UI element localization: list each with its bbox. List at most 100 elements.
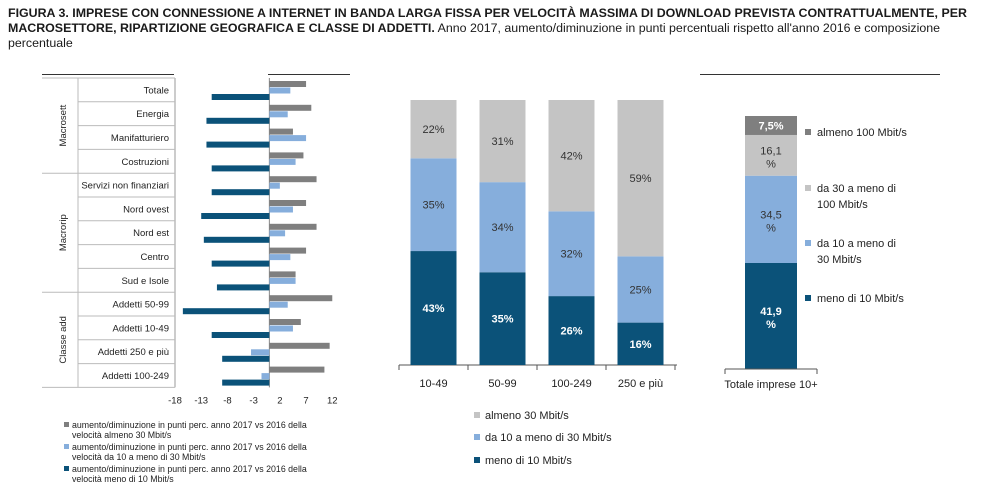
total-legend-label: 30 Mbit/s: [817, 254, 862, 266]
legend-label-cont: velocità almeno 30 Mbit/s: [72, 430, 172, 440]
stacked-bar-segment: [548, 211, 595, 297]
bar-10to30: [261, 373, 270, 380]
total-segment-unit: %: [766, 158, 776, 170]
legend-label: da 10 a meno di 30 Mbit/s: [485, 432, 612, 444]
bar-under10: [211, 94, 270, 100]
segment-value-label: 16%: [629, 339, 651, 351]
total-segment-value: 7,5%: [758, 120, 783, 132]
delta-bar-chart: Macrosett Macrorip Classe add Totale Energia…: [42, 77, 338, 484]
total-segment-unit: %: [766, 222, 776, 234]
segment-value-label: 32%: [560, 249, 582, 261]
segment-value-label: 35%: [422, 200, 444, 212]
stacked-bar-segment: [479, 100, 526, 183]
x-tick-label: 2: [277, 395, 282, 406]
segment-value-label: 59%: [629, 173, 651, 185]
group-label: Macrorip: [58, 214, 69, 251]
segment-value-label: 34%: [491, 222, 513, 234]
figure-title-bold: FIGURA 3. IMPRESE CON CONNESSIONE A INTE…: [8, 6, 967, 35]
bar-under10: [211, 332, 270, 338]
category-label: Manifatturiero: [111, 133, 169, 144]
bar-10to30: [251, 349, 270, 356]
category-label: Totale: [144, 85, 169, 96]
bar-under10: [203, 236, 270, 243]
rule-left-2: [268, 74, 350, 75]
bar-30plus: [269, 223, 317, 230]
x-tick-label: 7: [303, 395, 308, 406]
bar-under10: [211, 189, 270, 196]
bar-10to30: [269, 182, 280, 189]
bar-10to30: [269, 135, 307, 142]
x-category-label: 250 e più: [618, 378, 663, 390]
bar-under10: [182, 308, 270, 315]
stacked-bar-segment: [410, 158, 457, 252]
legend-label: almeno 30 Mbit/s: [485, 410, 569, 422]
total-legend-label: almeno 100 Mbit/s: [817, 127, 907, 139]
stacked-bar-segment: [548, 100, 595, 212]
bar-30plus: [269, 342, 330, 349]
bar-30plus: [269, 271, 296, 278]
total-legend-swatch: [805, 295, 811, 301]
category-label: Addetti 100-249: [102, 371, 169, 382]
group-label: Classe add: [58, 316, 69, 364]
segment-value-label: 31%: [491, 136, 513, 148]
total-bar-segment: [745, 134, 797, 176]
bar-30plus: [269, 176, 317, 183]
bar-30plus: [269, 247, 307, 254]
legend-label: meno di 10 Mbit/s: [485, 455, 572, 467]
bar-30plus: [269, 152, 304, 159]
total-legend-label: da 30 a meno di: [817, 183, 896, 195]
segment-value-label: 22%: [422, 124, 444, 136]
bar-30plus: [269, 319, 301, 325]
figure-title: FIGURA 3. IMPRESE CON CONNESSIONE A INTE…: [8, 6, 978, 51]
category-label: Addetti 250 e più: [98, 347, 169, 358]
bar-30plus: [269, 295, 333, 302]
total-bar-segment: [745, 175, 797, 263]
bar-10to30: [269, 230, 286, 237]
legend-swatch: [64, 466, 69, 471]
bar-10to30: [269, 301, 288, 308]
segment-value-label: 35%: [491, 314, 513, 326]
total-bar-segment: [745, 262, 797, 369]
category-label: Energia: [136, 109, 169, 120]
segment-value-label: 43%: [422, 303, 444, 315]
stacked-bar-segment: [479, 182, 526, 273]
total-category-label: Totale imprese 10+: [724, 379, 817, 391]
bar-30plus: [269, 128, 293, 135]
stacked-bar-segment: [479, 272, 526, 365]
legend-swatch: [64, 422, 69, 427]
bar-under10: [206, 141, 270, 148]
bar-under10: [211, 165, 270, 172]
legend-label-cont: velocità meno di 10 Mbit/s: [72, 474, 174, 484]
stacked-bar-segment: [617, 100, 664, 257]
x-category-label: 50-99: [488, 378, 516, 390]
bar-under10: [216, 284, 270, 291]
x-tick-label: 12: [327, 395, 338, 406]
segment-value-label: 25%: [629, 284, 651, 296]
total-segment-value: 34,5: [760, 209, 781, 221]
bar-10to30: [269, 87, 291, 94]
legend-label: aumento/diminuzione in punti perc. anno …: [72, 442, 307, 452]
legend-label: aumento/diminuzione in punti perc. anno …: [72, 420, 307, 430]
legend-swatch: [474, 457, 480, 463]
total-segment-value: 16,1: [760, 145, 781, 157]
segment-value-label: 42%: [560, 151, 582, 163]
x-category-label: 100-249: [551, 378, 591, 390]
legend-label: aumento/diminuzione in punti perc. anno …: [72, 464, 307, 474]
bar-under10: [222, 355, 270, 362]
category-label: Sud e Isole: [121, 276, 169, 287]
group-label: Macrosett: [58, 104, 69, 146]
bar-30plus: [269, 366, 325, 373]
category-label: Centro: [140, 252, 169, 263]
bar-10to30: [269, 111, 288, 118]
category-label: Costruzioni: [121, 157, 169, 168]
stacked-bar-segment: [410, 251, 457, 365]
total-legend-label: 100 Mbit/s: [817, 199, 868, 211]
total-legend-label: da 10 a meno di: [817, 238, 896, 250]
total-legend-swatch: [805, 129, 811, 135]
stacked-bar-segment: [548, 296, 595, 365]
legend-swatch: [64, 444, 69, 449]
segment-value-label: 26%: [560, 326, 582, 338]
total-segment-value: 41,9: [760, 306, 781, 318]
x-tick-label: -13: [194, 395, 208, 406]
